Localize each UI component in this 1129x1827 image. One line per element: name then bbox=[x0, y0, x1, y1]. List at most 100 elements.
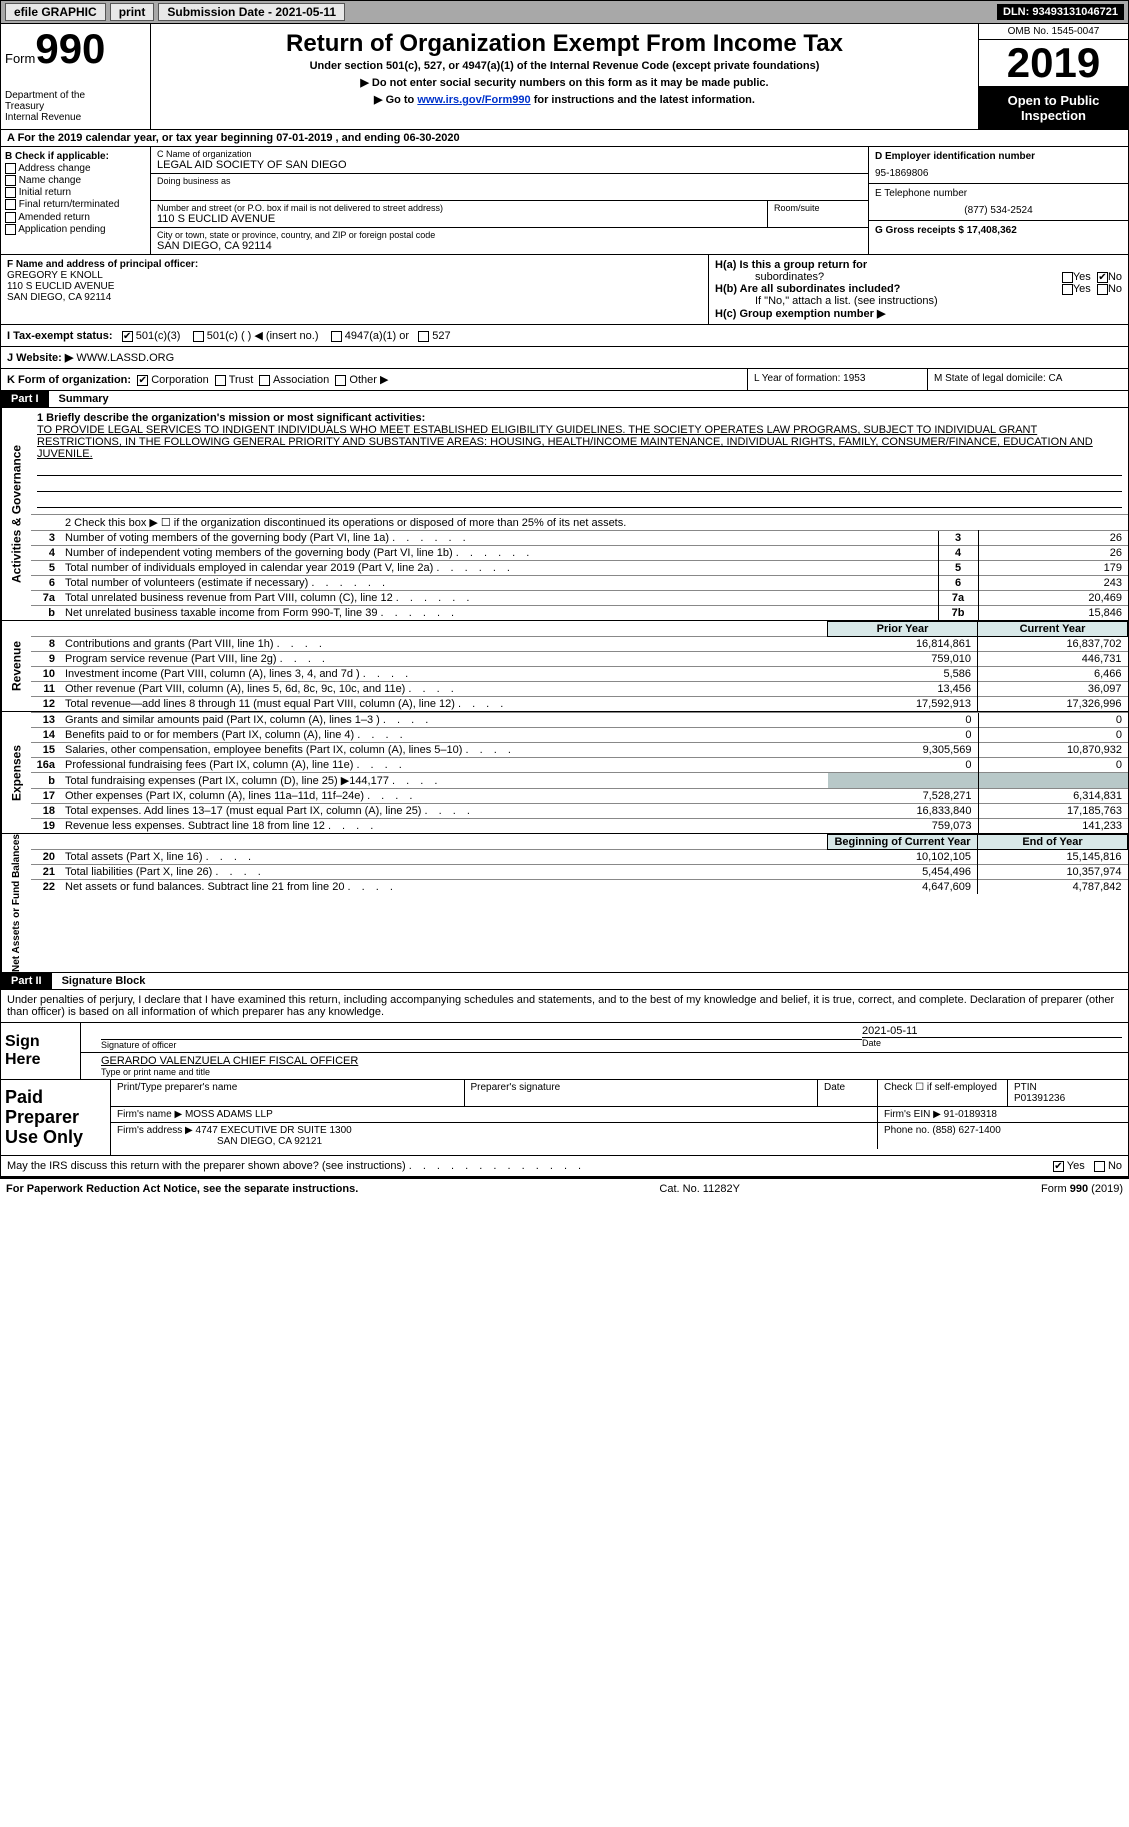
line-text: Total liabilities (Part X, line 26) . . … bbox=[61, 865, 828, 880]
line-value: 243 bbox=[978, 576, 1128, 591]
blank-line-2 bbox=[37, 478, 1122, 492]
footer-mid: Cat. No. 11282Y bbox=[659, 1183, 740, 1195]
print-button[interactable]: print bbox=[110, 3, 155, 21]
cb-address-change[interactable]: Address change bbox=[5, 163, 146, 174]
hb-yes: Yes bbox=[1073, 283, 1091, 295]
summary-netassets: Net Assets or Fund Balances Beginning of… bbox=[0, 834, 1129, 973]
addr-label: Number and street (or P.O. box if mail i… bbox=[157, 203, 761, 213]
line-text: Net assets or fund balances. Subtract li… bbox=[61, 880, 828, 895]
firm-phone-value: (858) 627-1400 bbox=[932, 1125, 1000, 1136]
form-header-left: Form990 Department of the Treasury Inter… bbox=[1, 24, 151, 129]
line-text: Program service revenue (Part VIII, line… bbox=[61, 652, 828, 667]
discuss-no-cb[interactable] bbox=[1094, 1161, 1105, 1172]
cb-initial-return[interactable]: Initial return bbox=[5, 187, 146, 198]
k-trust-cb[interactable] bbox=[215, 375, 226, 386]
ptin-label: PTIN bbox=[1014, 1082, 1122, 1093]
g-gross-receipts: G Gross receipts $ 17,408,362 bbox=[869, 221, 1128, 240]
current-value bbox=[978, 773, 1128, 789]
cb-amended-return[interactable]: Amended return bbox=[5, 212, 146, 223]
vtab-netassets: Net Assets or Fund Balances bbox=[1, 834, 31, 972]
line-num: 9 bbox=[31, 652, 61, 667]
sign-here-area: Sign Here Signature of officer 2021-05-1… bbox=[0, 1023, 1129, 1080]
i-527-cb[interactable] bbox=[418, 331, 429, 342]
summary-expenses: Expenses 13Grants and similar amounts pa… bbox=[0, 712, 1129, 834]
footer-left: For Paperwork Reduction Act Notice, see … bbox=[6, 1183, 358, 1195]
d-ein-label: D Employer identification number bbox=[875, 151, 1122, 162]
line-value: 179 bbox=[978, 561, 1128, 576]
room-label: Room/suite bbox=[774, 203, 862, 213]
footer-right: Form 990 (2019) bbox=[1041, 1183, 1123, 1195]
table-row: 16aProfessional fundraising fees (Part I… bbox=[31, 758, 1128, 773]
submission-date: Submission Date - 2021-05-11 bbox=[158, 3, 345, 21]
part1-header: Part I Summary bbox=[0, 391, 1129, 408]
table-row: 20Total assets (Part X, line 16) . . . .… bbox=[31, 850, 1128, 865]
i-4947-cb[interactable] bbox=[331, 331, 342, 342]
ha-yes-cb[interactable] bbox=[1062, 272, 1073, 283]
row-i: I Tax-exempt status: 501(c)(3) 501(c) ( … bbox=[0, 325, 1129, 347]
table-row: 12Total revenue—add lines 8 through 11 (… bbox=[31, 697, 1128, 712]
line-value: 26 bbox=[978, 546, 1128, 561]
cb-name-change[interactable]: Name change bbox=[5, 175, 146, 186]
b-label: B Check if applicable: bbox=[5, 151, 146, 162]
firm-name-value: MOSS ADAMS LLP bbox=[185, 1109, 273, 1120]
line-text: Investment income (Part VIII, column (A)… bbox=[61, 667, 828, 682]
hb-no: No bbox=[1108, 283, 1122, 295]
prep-sig-label: Preparer's signature bbox=[471, 1082, 812, 1093]
prior-value: 5,586 bbox=[828, 667, 978, 682]
hb-yes-cb[interactable] bbox=[1062, 284, 1073, 295]
line-text: Total fundraising expenses (Part IX, col… bbox=[61, 773, 828, 789]
line-text: Net unrelated business taxable income fr… bbox=[61, 606, 938, 621]
irs-link[interactable]: www.irs.gov/Form990 bbox=[417, 94, 530, 106]
part2-title: Signature Block bbox=[52, 973, 1128, 989]
i-501c3: 501(c)(3) bbox=[136, 330, 181, 342]
line-num: 8 bbox=[31, 637, 61, 652]
open-to-public: Open to Public Inspection bbox=[979, 87, 1128, 129]
m-state-domicile: M State of legal domicile: CA bbox=[928, 369, 1128, 390]
city-label: City or town, state or province, country… bbox=[157, 230, 862, 240]
part1-tag: Part I bbox=[1, 391, 49, 407]
i-501c-cb[interactable] bbox=[193, 331, 204, 342]
current-value: 17,326,996 bbox=[978, 697, 1128, 712]
ha-no-cb[interactable] bbox=[1097, 272, 1108, 283]
ptin-value: P01391236 bbox=[1014, 1093, 1122, 1104]
goto-pre: ▶ Go to bbox=[374, 94, 417, 106]
k-other-cb[interactable] bbox=[335, 375, 346, 386]
current-value: 4,787,842 bbox=[978, 880, 1128, 895]
l-year-formation: L Year of formation: 1953 bbox=[748, 369, 928, 390]
k-assoc-cb[interactable] bbox=[259, 375, 270, 386]
line-num: 17 bbox=[31, 789, 61, 804]
line-text: Grants and similar amounts paid (Part IX… bbox=[61, 713, 828, 728]
cb-final-return[interactable]: Final return/terminated bbox=[5, 199, 146, 210]
part2-tag: Part II bbox=[1, 973, 52, 989]
current-value: 6,314,831 bbox=[978, 789, 1128, 804]
block-fh: F Name and address of principal officer:… bbox=[0, 255, 1129, 325]
cb-application-pending[interactable]: Application pending bbox=[5, 224, 146, 235]
prior-value: 9,305,569 bbox=[828, 743, 978, 758]
line-text: Contributions and grants (Part VIII, lin… bbox=[61, 637, 828, 652]
part2-header: Part II Signature Block bbox=[0, 973, 1129, 990]
line1-label: 1 Briefly describe the organization's mi… bbox=[37, 412, 425, 424]
line-box: 4 bbox=[938, 546, 978, 561]
firm-name-label: Firm's name ▶ bbox=[117, 1109, 182, 1120]
form-subtitle: Under section 501(c), 527, or 4947(a)(1)… bbox=[155, 60, 974, 72]
line-text: Total revenue—add lines 8 through 11 (mu… bbox=[61, 697, 828, 712]
line-num: 7a bbox=[31, 591, 61, 606]
line-text: Number of voting members of the governin… bbox=[61, 531, 938, 546]
prior-value: 0 bbox=[828, 713, 978, 728]
i-501c3-cb[interactable] bbox=[122, 331, 133, 342]
line-text: Total number of volunteers (estimate if … bbox=[61, 576, 938, 591]
goto-line: ▶ Go to www.irs.gov/Form990 for instruct… bbox=[155, 93, 974, 106]
table-row: 10Investment income (Part VIII, column (… bbox=[31, 667, 1128, 682]
current-value: 10,357,974 bbox=[978, 865, 1128, 880]
f-addr2: SAN DIEGO, CA 92114 bbox=[7, 292, 702, 303]
discuss-yes-cb[interactable] bbox=[1053, 1161, 1064, 1172]
hb-no-cb[interactable] bbox=[1097, 284, 1108, 295]
line-num: 18 bbox=[31, 804, 61, 819]
col-f: F Name and address of principal officer:… bbox=[1, 255, 708, 324]
prior-value: 7,528,271 bbox=[828, 789, 978, 804]
dln-label: DLN: 93493131046721 bbox=[997, 4, 1124, 20]
current-value: 17,185,763 bbox=[978, 804, 1128, 819]
line-value: 15,846 bbox=[978, 606, 1128, 621]
line-text: Number of independent voting members of … bbox=[61, 546, 938, 561]
k-corp-cb[interactable] bbox=[137, 375, 148, 386]
